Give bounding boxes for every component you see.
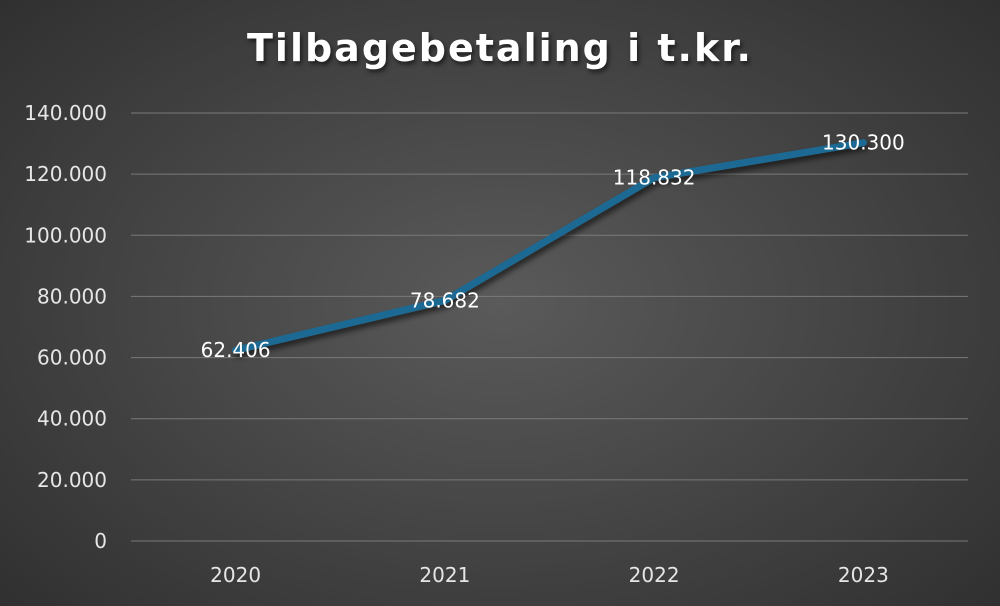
y-tick-label: 40.000: [37, 407, 107, 431]
data-label: 78.682: [410, 288, 480, 312]
chart-title: Tilbagebetaling i t.kr.: [247, 26, 753, 70]
y-tick-label: 0: [94, 529, 107, 553]
data-labels: 62.406 78.682 118.832 130.300: [201, 131, 905, 363]
y-tick-label: 60.000: [37, 346, 107, 370]
y-tick-label: 20.000: [37, 468, 107, 492]
x-tick-label: 2021: [419, 563, 470, 587]
x-tick-label: 2023: [838, 563, 889, 587]
y-tick-label: 140.000: [24, 101, 107, 125]
series-line-layer: [232, 139, 867, 354]
data-label: 130.300: [822, 131, 905, 155]
x-tick-label: 2020: [210, 563, 261, 587]
data-label: 62.406: [201, 338, 271, 362]
series-line: [232, 139, 867, 354]
x-tick-label: 2022: [629, 563, 680, 587]
data-label: 118.832: [613, 166, 696, 190]
y-axis-ticks: 0 20.000 40.000 60.000 80.000 100.000 120.000 1…: [24, 101, 107, 553]
y-tick-label: 120.000: [24, 162, 107, 186]
gridlines: [131, 112, 968, 542]
y-tick-label: 80.000: [37, 284, 107, 308]
y-tick-label: 100.000: [24, 223, 107, 247]
x-axis-ticks: 2020 2021 2022 2023: [210, 563, 889, 587]
